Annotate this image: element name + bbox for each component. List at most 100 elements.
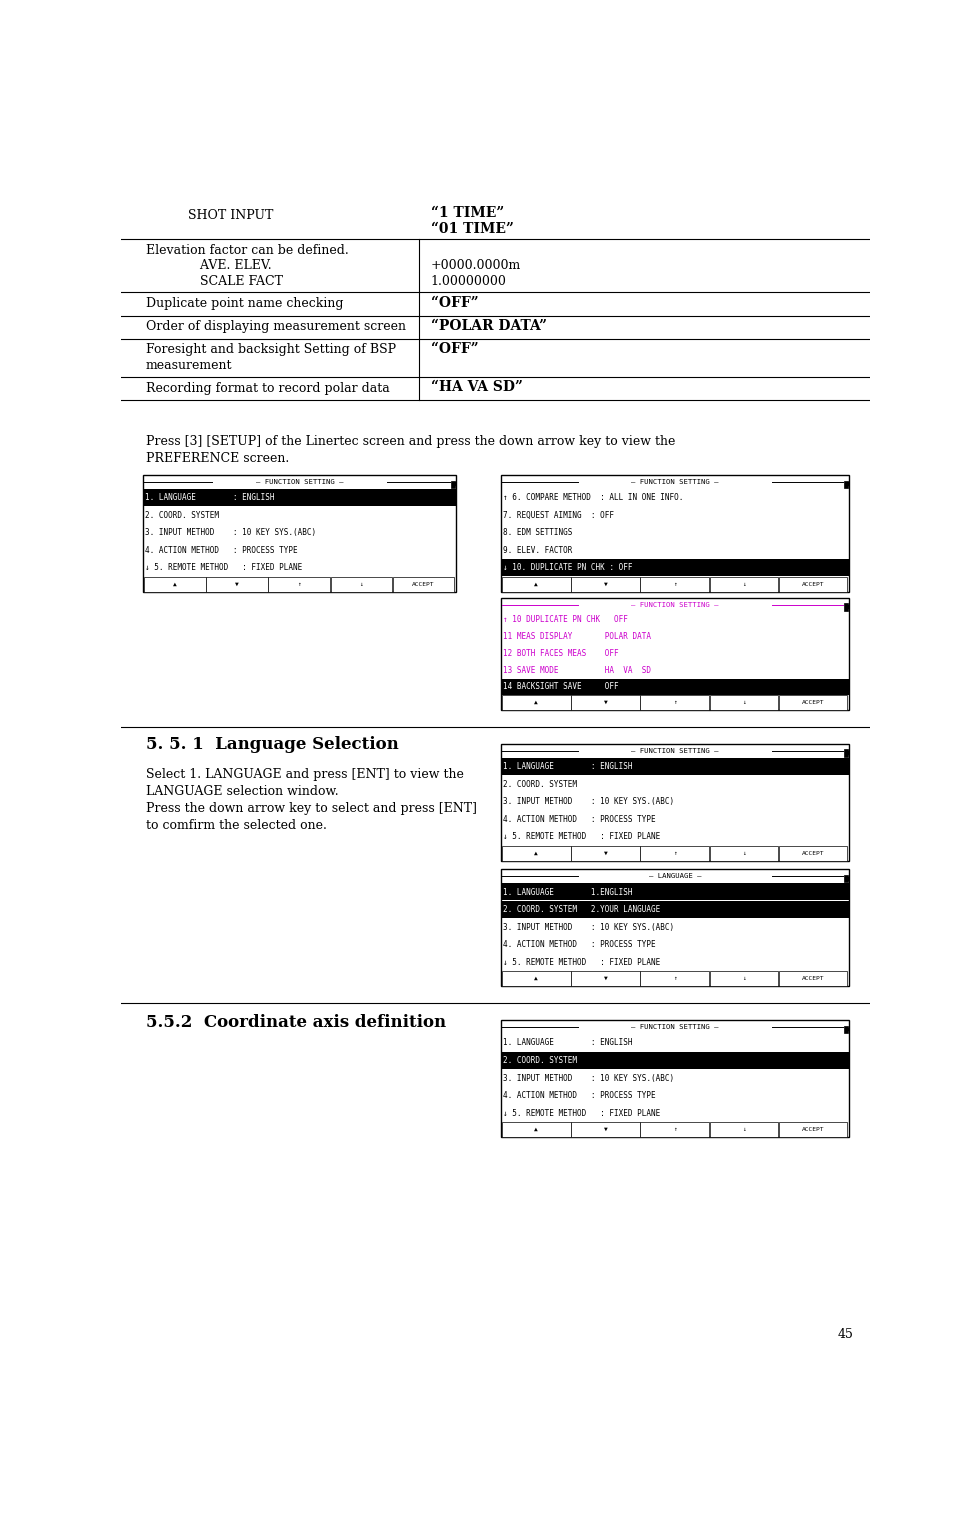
Text: “POLAR DATA”: “POLAR DATA”	[431, 319, 547, 333]
Bar	[501, 1019, 849, 1137]
Bar	[451, 481, 455, 488]
Text: 2. COORD. SYSTEM: 2. COORD. SYSTEM	[503, 780, 577, 789]
Bar	[778, 845, 847, 861]
Text: 2. COORD. SYSTEM   2.YOUR LANGUAGE: 2. COORD. SYSTEM 2.YOUR LANGUAGE	[503, 905, 660, 914]
Text: 1. LANGUAGE        : ENGLISH: 1. LANGUAGE : ENGLISH	[145, 493, 275, 502]
Text: to comfirm the selected one.: to comfirm the selected one.	[146, 819, 327, 832]
Text: ↑ 10 DUPLICATE PN CHK   OFF: ↑ 10 DUPLICATE PN CHK OFF	[503, 615, 628, 624]
Text: ↓ 10. DUPLICATE PN CHK : OFF: ↓ 10. DUPLICATE PN CHK : OFF	[503, 563, 632, 572]
Text: 2. COORD. SYSTEM: 2. COORD. SYSTEM	[503, 1056, 577, 1065]
Text: 13 SAVE MODE          HA  VA  SD: 13 SAVE MODE HA VA SD	[503, 665, 651, 674]
Text: 11 MEAS DISPLAY       POLAR DATA: 11 MEAS DISPLAY POLAR DATA	[503, 632, 651, 641]
Text: ↑: ↑	[673, 700, 677, 705]
Text: ↓ 5. REMOTE METHOD   : FIXED PLANE: ↓ 5. REMOTE METHOD : FIXED PLANE	[503, 1109, 660, 1117]
Bar	[640, 577, 709, 592]
Text: 3. INPUT METHOD    : 10 KEY SYS.(ABC): 3. INPUT METHOD : 10 KEY SYS.(ABC)	[503, 797, 674, 806]
Text: — FUNCTION SETTING —: — FUNCTION SETTING —	[631, 1024, 718, 1030]
Bar	[502, 1051, 849, 1068]
Text: ↑: ↑	[673, 850, 677, 856]
Bar	[143, 490, 455, 507]
Bar	[778, 696, 847, 710]
Bar	[393, 577, 454, 592]
Text: Press [3] [SETUP] of the Linertec screen and press the down arrow key to view th: Press [3] [SETUP] of the Linertec screen…	[146, 435, 675, 449]
Text: “1 TIME”: “1 TIME”	[431, 206, 504, 220]
Text: ▼: ▼	[603, 977, 607, 981]
Text: PREFERENCE screen.: PREFERENCE screen.	[146, 452, 289, 465]
Text: ▲: ▲	[535, 850, 539, 856]
Text: — FUNCTION SETTING —: — FUNCTION SETTING —	[631, 748, 718, 754]
Text: “HA VA SD”: “HA VA SD”	[431, 380, 523, 394]
Text: ▲: ▲	[173, 581, 177, 588]
Bar	[502, 884, 849, 900]
Text: AVE. ELEV.: AVE. ELEV.	[185, 259, 272, 272]
Text: 1. LANGUAGE        1.ENGLISH: 1. LANGUAGE 1.ENGLISH	[503, 888, 632, 896]
Bar	[640, 845, 709, 861]
Text: Elevation factor can be defined.: Elevation factor can be defined.	[146, 244, 348, 256]
Bar	[844, 874, 848, 882]
Text: ACCEPT: ACCEPT	[802, 1128, 824, 1132]
Text: ▲: ▲	[535, 977, 539, 981]
Text: — FUNCTION SETTING —: — FUNCTION SETTING —	[255, 479, 343, 485]
Text: 1. LANGUAGE        : ENGLISH: 1. LANGUAGE : ENGLISH	[503, 761, 632, 771]
Bar	[640, 696, 709, 710]
Text: ACCEPT: ACCEPT	[802, 850, 824, 856]
Bar	[501, 743, 849, 861]
Text: 4. ACTION METHOD   : PROCESS TYPE: 4. ACTION METHOD : PROCESS TYPE	[503, 815, 656, 824]
Bar	[501, 870, 849, 986]
Text: ACCEPT: ACCEPT	[802, 977, 824, 981]
Bar	[502, 679, 849, 694]
Bar	[571, 971, 639, 986]
Bar	[331, 577, 392, 592]
Text: ACCEPT: ACCEPT	[412, 581, 435, 588]
Bar	[501, 598, 849, 710]
Bar	[571, 845, 639, 861]
Bar	[778, 971, 847, 986]
Text: 3. INPUT METHOD    : 10 KEY SYS.(ABC): 3. INPUT METHOD : 10 KEY SYS.(ABC)	[503, 1074, 674, 1082]
Text: ↑: ↑	[673, 977, 677, 981]
Text: ▼: ▼	[603, 581, 607, 588]
Text: Press the down arrow key to select and press [ENT]: Press the down arrow key to select and p…	[146, 803, 477, 815]
Bar	[844, 1025, 848, 1033]
Bar	[502, 758, 849, 775]
Bar	[502, 1122, 571, 1137]
Bar	[502, 577, 571, 592]
Bar	[571, 696, 639, 710]
Bar	[269, 577, 330, 592]
Bar	[778, 1122, 847, 1137]
Text: 1.00000000: 1.00000000	[431, 275, 507, 288]
Text: ↓: ↓	[742, 977, 746, 981]
Text: 4. ACTION METHOD   : PROCESS TYPE: 4. ACTION METHOD : PROCESS TYPE	[145, 546, 298, 555]
Text: Recording format to record polar data: Recording format to record polar data	[146, 382, 390, 395]
Text: ▼: ▼	[235, 581, 239, 588]
Text: measurement: measurement	[146, 359, 232, 372]
Bar	[571, 1122, 639, 1137]
Bar	[502, 971, 571, 986]
Text: ▲: ▲	[535, 700, 539, 705]
Text: 45: 45	[837, 1328, 853, 1341]
Text: Duplicate point name checking: Duplicate point name checking	[146, 298, 343, 310]
Text: ▲: ▲	[535, 581, 539, 588]
Text: ↑: ↑	[297, 581, 301, 588]
Text: 5. 5. 1  Language Selection: 5. 5. 1 Language Selection	[146, 736, 398, 752]
Text: 8. EDM SETTINGS: 8. EDM SETTINGS	[503, 528, 572, 537]
Text: +0000.0000m: +0000.0000m	[431, 259, 521, 272]
Text: ▼: ▼	[603, 850, 607, 856]
Text: 3. INPUT METHOD    : 10 KEY SYS.(ABC): 3. INPUT METHOD : 10 KEY SYS.(ABC)	[145, 528, 316, 537]
Bar	[710, 845, 777, 861]
Bar	[502, 696, 571, 710]
Text: “OFF”: “OFF”	[431, 296, 479, 310]
Bar	[144, 577, 206, 592]
Text: “OFF”: “OFF”	[431, 342, 479, 356]
Bar	[844, 481, 848, 488]
Bar	[778, 577, 847, 592]
Text: “01 TIME”: “01 TIME”	[431, 223, 513, 237]
Text: Order of displaying measurement screen: Order of displaying measurement screen	[146, 320, 406, 333]
Text: 12 BOTH FACES MEAS    OFF: 12 BOTH FACES MEAS OFF	[503, 649, 619, 658]
Text: 4. ACTION METHOD   : PROCESS TYPE: 4. ACTION METHOD : PROCESS TYPE	[503, 1091, 656, 1100]
Bar	[501, 475, 849, 592]
Text: ACCEPT: ACCEPT	[802, 581, 824, 588]
Text: ↓: ↓	[742, 581, 746, 588]
Text: Foresight and backsight Setting of BSP: Foresight and backsight Setting of BSP	[146, 343, 396, 356]
Text: SHOT INPUT: SHOT INPUT	[189, 209, 274, 223]
Text: ↑: ↑	[673, 1128, 677, 1132]
